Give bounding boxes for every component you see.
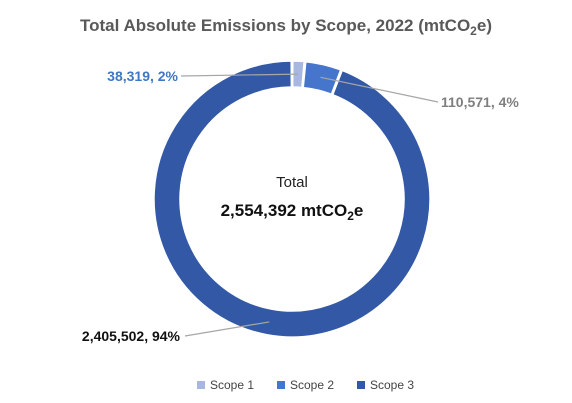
slice-scope-1: [291, 60, 305, 89]
legend-swatch: [357, 381, 365, 389]
slice-scope-3: [153, 60, 431, 338]
donut-slices: [153, 60, 431, 338]
data-label-scope-2: 110,571, 4%: [441, 94, 519, 110]
leader-line: [320, 76, 439, 103]
leader-line: [180, 73, 298, 77]
leader-line: [184, 321, 270, 337]
center-total-value: 2,554,392 mtCO2e: [221, 201, 364, 223]
data-label-scope-3: 2,405,502, 94%: [82, 328, 181, 344]
legend: Scope 1 Scope 2 Scope 3: [197, 378, 414, 392]
legend-label: Scope 1: [210, 378, 254, 392]
data-label-scope-1: 38,319, 2%: [107, 68, 178, 84]
legend-label: Scope 2: [290, 378, 334, 392]
legend-swatch: [277, 381, 285, 389]
leader-lines: [180, 73, 439, 337]
center-total-label: Total: [276, 174, 308, 191]
legend-swatch: [197, 381, 205, 389]
legend-label: Scope 3: [370, 378, 414, 392]
data-labels: 38,319, 2% 110,571, 4% 2,405,502, 94%: [82, 68, 519, 344]
chart-title: Total Absolute Emissions by Scope, 2022 …: [80, 16, 492, 38]
